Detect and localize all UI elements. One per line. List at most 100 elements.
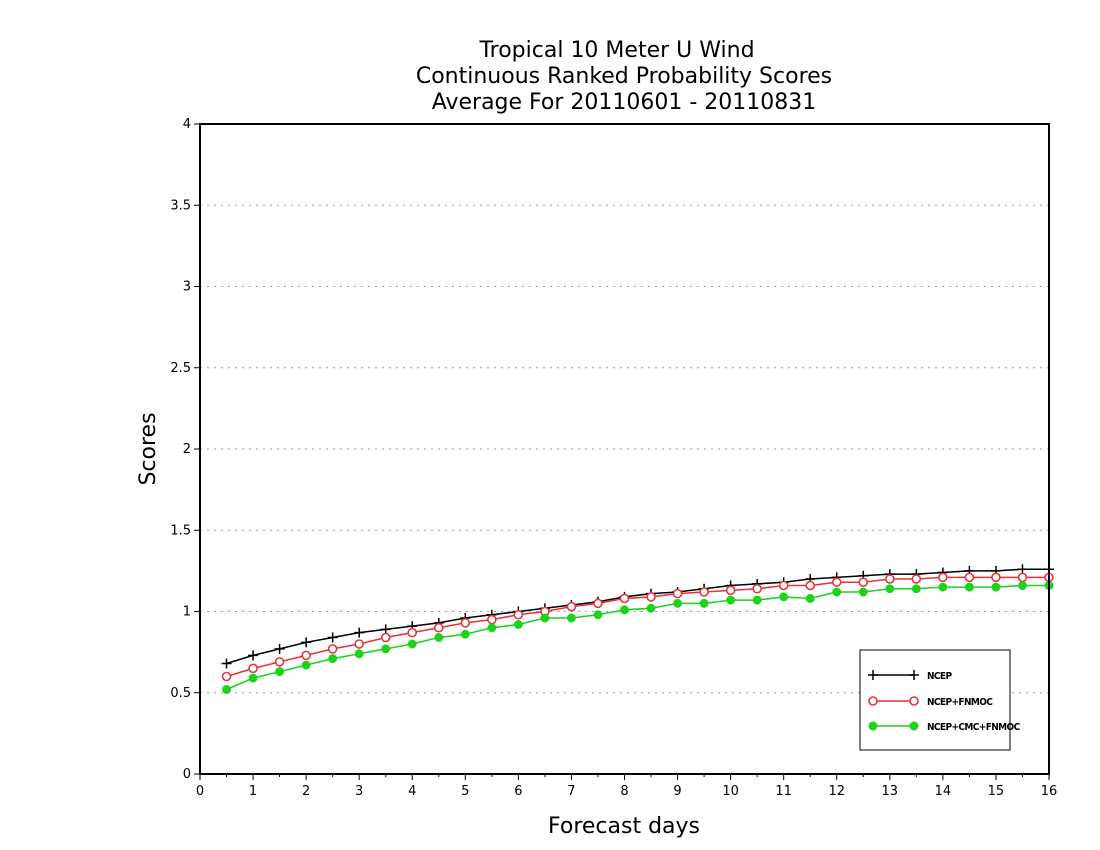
data-point	[805, 594, 815, 603]
y-tick-label: 4	[183, 117, 191, 132]
chart-title-line-1: Tropical 10 Meter U Wind	[478, 38, 754, 63]
data-point	[248, 650, 259, 661]
series-ncep-fnmoc	[221, 572, 1054, 682]
data-point	[593, 610, 603, 620]
y-tick-label: 3.5	[170, 198, 191, 213]
data-point	[646, 603, 656, 613]
grid-lines	[200, 204, 1049, 694]
data-point	[699, 587, 709, 597]
x-tick-label: 5	[461, 784, 469, 799]
data-point	[301, 660, 311, 670]
data-point	[433, 622, 444, 633]
data-point	[354, 627, 365, 638]
data-point	[407, 627, 418, 638]
data-point	[513, 609, 524, 620]
data-point	[381, 644, 391, 654]
x-axis-title: Forecast days	[548, 814, 700, 839]
x-tick-label: 7	[567, 784, 575, 799]
legend-label: NCEP	[927, 671, 952, 682]
data-point	[619, 593, 630, 604]
data-point	[380, 632, 391, 643]
data-point	[407, 639, 417, 649]
data-point	[354, 649, 364, 659]
x-tick-label: 4	[408, 784, 416, 799]
series-layer	[221, 564, 1054, 694]
data-point	[911, 584, 921, 594]
data-point	[672, 588, 683, 599]
data-point	[646, 592, 656, 602]
chart-title: Tropical 10 Meter U Wind Continuous Rank…	[416, 38, 832, 115]
x-tick-label: 15	[988, 784, 1005, 799]
data-point	[487, 623, 497, 633]
data-point	[222, 685, 231, 694]
x-tick-label: 0	[196, 784, 204, 799]
data-point	[1017, 572, 1028, 583]
data-point	[1018, 581, 1027, 590]
data-point	[566, 601, 577, 612]
legend-label: NCEP+FNMOC	[927, 697, 993, 708]
x-tick-label: 14	[935, 784, 952, 799]
data-point	[540, 613, 550, 623]
legend-marker	[868, 670, 878, 680]
data-point	[275, 667, 285, 677]
x-tick-label: 16	[1041, 784, 1058, 799]
data-point	[673, 598, 683, 608]
data-point	[460, 629, 470, 639]
x-tick-label: 11	[775, 784, 792, 799]
data-point	[858, 577, 869, 588]
data-point	[885, 574, 895, 584]
y-tick-label: 1.5	[170, 523, 191, 538]
data-point	[858, 587, 868, 597]
data-point	[620, 605, 629, 615]
data-point	[991, 572, 1001, 583]
series-ncep-cmc-fnmoc	[222, 581, 1054, 694]
data-point	[832, 587, 842, 597]
legend-box	[859, 649, 1011, 751]
legend-marker	[909, 670, 919, 680]
chart-title-line-2: Continuous Ranked Probability Scores	[416, 64, 832, 89]
data-point	[328, 654, 338, 664]
legend-label: NCEP+CMC+FNMOC	[927, 722, 1021, 733]
data-point	[991, 582, 1001, 592]
data-point	[593, 598, 603, 609]
data-point	[327, 644, 338, 654]
legend-marker	[868, 721, 878, 731]
data-point	[301, 637, 312, 648]
y-tick-label: 2	[183, 442, 191, 457]
data-point	[248, 673, 258, 683]
y-tick-label: 3	[183, 280, 191, 295]
data-point	[752, 583, 762, 594]
data-point	[725, 585, 736, 596]
data-point	[938, 582, 948, 592]
legend-marker	[909, 696, 919, 706]
data-point	[964, 572, 975, 583]
legend-item: NCEP	[868, 670, 953, 682]
data-point	[831, 577, 842, 588]
x-axis: 0 1 2 3 4 5 6 7 8 9 10 11 12 13 14 15 16	[196, 774, 1057, 799]
x-tick-label: 3	[355, 784, 363, 799]
series-line	[226, 568, 1049, 665]
x-tick-label: 9	[673, 784, 681, 799]
y-tick-label: 1	[183, 605, 191, 620]
data-point	[434, 633, 444, 642]
data-point	[726, 595, 736, 605]
data-point	[221, 671, 232, 682]
data-point	[513, 620, 523, 629]
y-axis: 0 0.5 1 1.5 2 2.5 3 3.5 4	[170, 117, 200, 782]
y-axis-title: Scores	[136, 412, 161, 485]
data-point	[460, 618, 471, 628]
y-tick-label: 2.5	[170, 361, 191, 376]
x-tick-label: 2	[302, 784, 310, 799]
data-point	[221, 658, 232, 669]
x-tick-label: 1	[249, 784, 257, 799]
data-point	[964, 582, 974, 592]
data-point	[752, 595, 762, 605]
x-tick-label: 6	[514, 784, 522, 799]
x-tick-label: 10	[722, 784, 739, 799]
x-tick-label: 8	[620, 784, 628, 799]
data-point	[327, 632, 338, 643]
data-point	[938, 572, 948, 583]
x-tick-label: 13	[882, 784, 899, 799]
data-point	[274, 657, 285, 667]
